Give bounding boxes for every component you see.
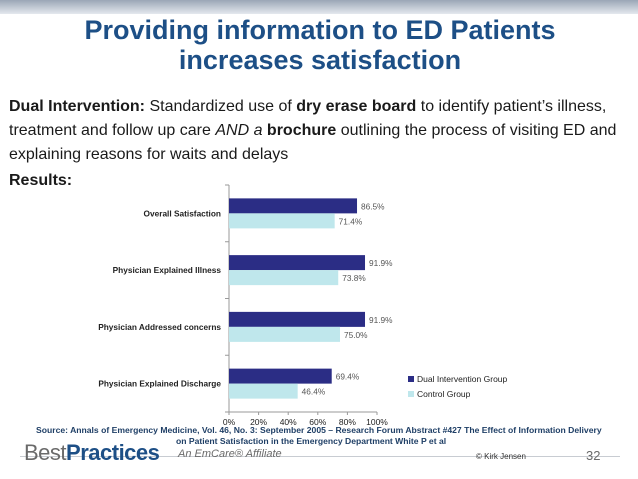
legend-label-dual-intervention: Dual Intervention Group [417, 374, 508, 384]
data-label-control: 75.0% [344, 330, 368, 340]
category-label: Physician Addressed concerns [98, 322, 221, 332]
intro-bold-1: dry erase board [296, 98, 417, 115]
source-citation: Source: Annals of Emergency Medicine, Vo… [36, 425, 616, 447]
bar-dual-intervention [229, 255, 366, 271]
intro-text-4: outlining the process of visiting ED and… [9, 122, 617, 163]
bar-dual-intervention [229, 311, 366, 327]
source-line-1: Source: Annals of Emergency Medicine, Vo… [36, 425, 602, 435]
bar-control [229, 383, 298, 399]
x-tick-label: 20% [250, 417, 267, 425]
slide-title: Providing information to ED Patients inc… [60, 15, 580, 75]
logo-bold-text: Practices [66, 440, 160, 465]
intro-bold-2: brochure [266, 122, 337, 139]
x-tick-label: 60% [309, 417, 326, 425]
intro-text-2: to identify patient’s illness, treatment… [9, 98, 607, 139]
bar-dual-intervention [229, 368, 332, 384]
category-label: Physician Explained Illness [113, 265, 222, 275]
intro-italic: AND a [215, 122, 263, 139]
top-band [0, 0, 638, 14]
intro-text-1: Standardized use of [145, 98, 297, 115]
copyright: © Kirk Jensen [476, 452, 526, 461]
slide-number: 32 [586, 448, 601, 463]
bar-control [229, 270, 339, 286]
results-label: Results: [9, 172, 73, 189]
source-line-2: on Patient Satisfaction in the Emergency… [176, 436, 447, 446]
title-line-2: increases satisfaction [178, 45, 462, 75]
data-label-dual-intervention: 91.9% [369, 258, 393, 268]
data-label-control: 73.8% [342, 273, 366, 283]
bar-control [229, 326, 340, 342]
bar-chart: 0% 20% 40% 60% 80% 100% Overall Satisfaction 86… [98, 184, 508, 425]
data-label-dual-intervention: 69.4% [336, 372, 360, 382]
category-label: Overall Satisfaction [144, 208, 221, 218]
legend-swatch-control [408, 391, 414, 397]
intro-lead: Dual Intervention: [9, 98, 146, 115]
legend-label-control: Control Group [417, 389, 471, 399]
title-line-1: Providing information to ED Patients [84, 15, 556, 45]
bestpractices-logo: BestPractices [24, 440, 160, 466]
intervention-description: Dual Intervention: Standardized use of d… [9, 95, 633, 167]
affiliate-text: An EmCare® Affiliate [178, 448, 282, 460]
x-tick-label: 40% [280, 417, 297, 425]
category-label: Physician Explained Discharge [98, 379, 221, 389]
legend-swatch-dual-intervention [408, 376, 414, 382]
data-label-dual-intervention: 91.9% [369, 315, 393, 325]
data-label-dual-intervention: 86.5% [361, 201, 385, 211]
x-tick-label: 100% [366, 417, 388, 425]
logo-light-text: Best [24, 440, 67, 465]
data-label-control: 71.4% [339, 216, 363, 226]
footer-divider [20, 456, 620, 457]
bar-control [229, 213, 335, 229]
bar-dual-intervention [229, 198, 358, 214]
x-tick-label: 80% [339, 417, 356, 425]
data-label-control: 46.4% [302, 387, 326, 397]
x-tick-label: 0% [223, 417, 236, 425]
